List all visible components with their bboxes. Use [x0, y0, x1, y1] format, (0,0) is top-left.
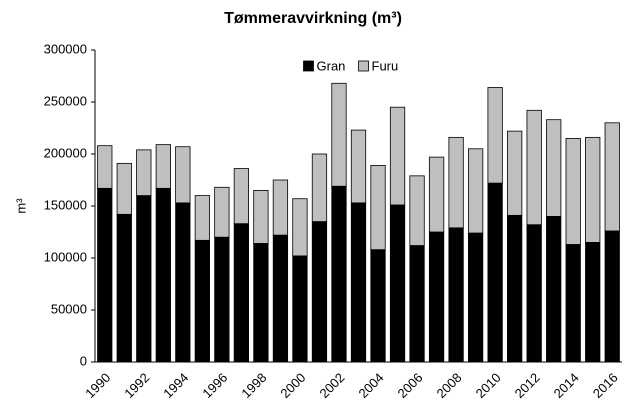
bar-segment [97, 145, 113, 189]
bar-segment [546, 215, 562, 363]
bar-segment [272, 234, 289, 363]
y-tick-label: 200000 [44, 145, 87, 160]
legend-label: Furu [372, 58, 399, 73]
bar-segment [389, 204, 406, 363]
bar-segment [233, 223, 250, 363]
bar-segment [370, 165, 386, 251]
bar-segment [585, 136, 601, 243]
bar-segment [155, 187, 171, 363]
bar-segment [311, 153, 328, 222]
bar-segment [116, 213, 132, 363]
bar-segment [136, 195, 152, 363]
x-tick-label: 2016 [590, 370, 621, 401]
x-tick-label: 1992 [121, 370, 152, 401]
y-tick-label: 300000 [44, 41, 87, 56]
legend-label: Gran [317, 58, 346, 73]
x-tick-label: 2014 [551, 370, 582, 401]
bar-segment [175, 202, 191, 363]
bar-segment [97, 187, 113, 363]
bar-segment [546, 119, 562, 217]
y-tick-label: 150000 [44, 197, 87, 212]
bar-segment [409, 175, 425, 246]
bar-segment [214, 186, 230, 238]
x-tick-label: 1998 [238, 370, 269, 401]
bar-segment [311, 221, 328, 363]
bar-segment [194, 195, 210, 241]
x-tick-label: 2000 [277, 370, 308, 401]
bar-segment [350, 129, 367, 204]
x-tick-label: 2006 [395, 370, 426, 401]
bar-segment [292, 198, 308, 257]
x-tick-label: 1990 [82, 370, 113, 401]
bar-segment [487, 182, 503, 363]
legend-swatch [303, 60, 314, 72]
bar-segment [350, 202, 367, 363]
x-tick-label: 2012 [512, 370, 543, 401]
bar-segment [448, 136, 464, 229]
bar-segment [526, 109, 542, 226]
bar-segment [448, 227, 464, 363]
bar-segment [155, 144, 171, 189]
bar-segment [253, 189, 269, 244]
bar-segment [331, 185, 347, 363]
x-tick-label: 2004 [356, 370, 387, 401]
bar-segment [565, 244, 581, 363]
y-tick-label: 250000 [44, 93, 87, 108]
bar-segment [585, 241, 601, 363]
y-tick-label: 50000 [51, 301, 87, 316]
legend-swatch [358, 60, 369, 72]
y-tick-label: 0 [80, 353, 87, 368]
bar-segment [370, 249, 386, 363]
y-tick-label: 100000 [44, 249, 87, 264]
bar-segment [214, 236, 230, 363]
bar-segment [331, 82, 347, 187]
bar-segment [604, 230, 620, 363]
y-axis-label: m³ [13, 198, 28, 214]
bar-segment [253, 243, 269, 363]
bar-segment [175, 146, 191, 204]
bar-segment [428, 156, 445, 233]
bar-segment [467, 148, 484, 234]
bar-segment [565, 137, 581, 245]
x-tick-label: 1994 [160, 370, 191, 401]
bar-segment [526, 224, 542, 363]
chart-title: Tømmeravvirkning (m³) [224, 10, 402, 27]
x-tick-label: 2010 [473, 370, 504, 401]
x-tick-label: 2002 [316, 370, 347, 401]
bar-segment [409, 245, 425, 363]
bar-segment [116, 162, 132, 215]
bar-segment [389, 106, 406, 206]
bar-segment [487, 87, 503, 184]
bar-segment [428, 231, 445, 363]
bar-segment [136, 149, 152, 196]
x-tick-label: 1996 [199, 370, 230, 401]
bar-segment [604, 122, 620, 232]
bar-segment [272, 179, 289, 236]
bar-segment [194, 239, 210, 363]
bar-segment [507, 130, 523, 216]
bar-segment [467, 232, 484, 363]
bar-segment [233, 168, 250, 225]
bar-segment [507, 214, 523, 363]
bar-segment [292, 255, 308, 363]
x-tick-label: 2008 [434, 370, 465, 401]
